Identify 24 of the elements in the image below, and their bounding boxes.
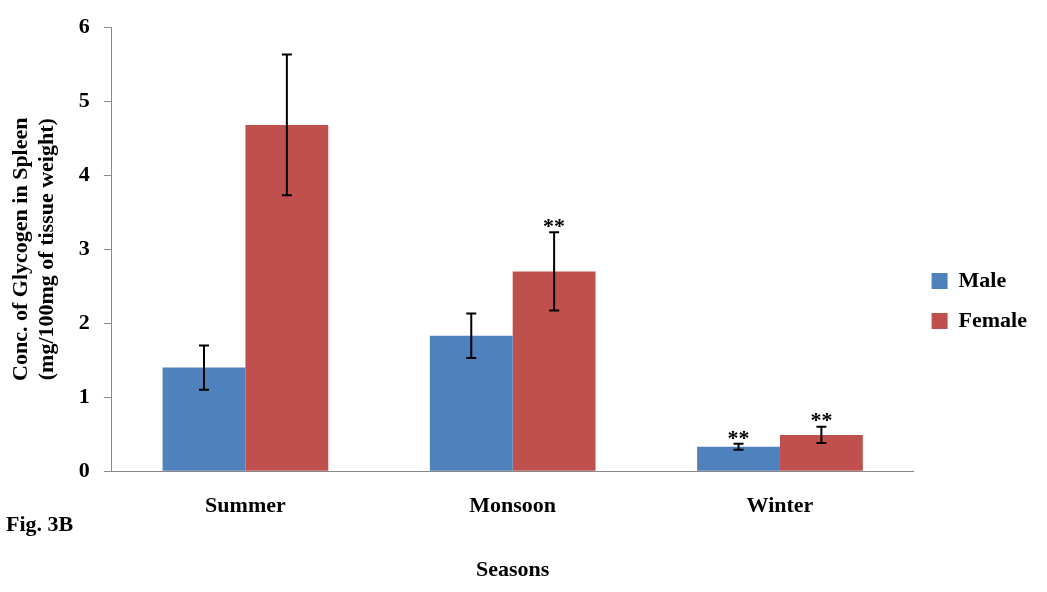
bar	[697, 446, 780, 471]
y-tick-label: 2	[78, 308, 90, 334]
legend-label: Female	[958, 306, 1028, 332]
bar	[429, 335, 513, 471]
y-tick-label: 5	[78, 86, 90, 112]
bar	[162, 367, 246, 471]
x-tick-label: Winter	[746, 492, 814, 518]
annotation: **	[543, 212, 566, 238]
bar	[245, 124, 329, 471]
annotation: **	[810, 407, 833, 433]
caption: Fig. 3B	[6, 510, 74, 536]
bar	[779, 434, 863, 471]
x-tick-label: Summer	[205, 492, 286, 518]
x-axis-title: Seasons	[476, 556, 550, 582]
legend-label: Male	[958, 266, 1007, 292]
y-axis-title: Conc. of Glycogen in Spleen (mg/100mg of tissue weight)	[6, 117, 59, 381]
y-tick-label: 0	[78, 456, 90, 482]
y-tick-label: 1	[78, 382, 90, 408]
bar	[512, 271, 596, 471]
y-tick-label: 6	[78, 12, 90, 38]
x-tick-label: Monsoon	[469, 492, 557, 518]
y-tick-label: 3	[78, 234, 90, 260]
y-tick-label: 4	[78, 160, 90, 186]
annotation: **	[727, 424, 750, 450]
